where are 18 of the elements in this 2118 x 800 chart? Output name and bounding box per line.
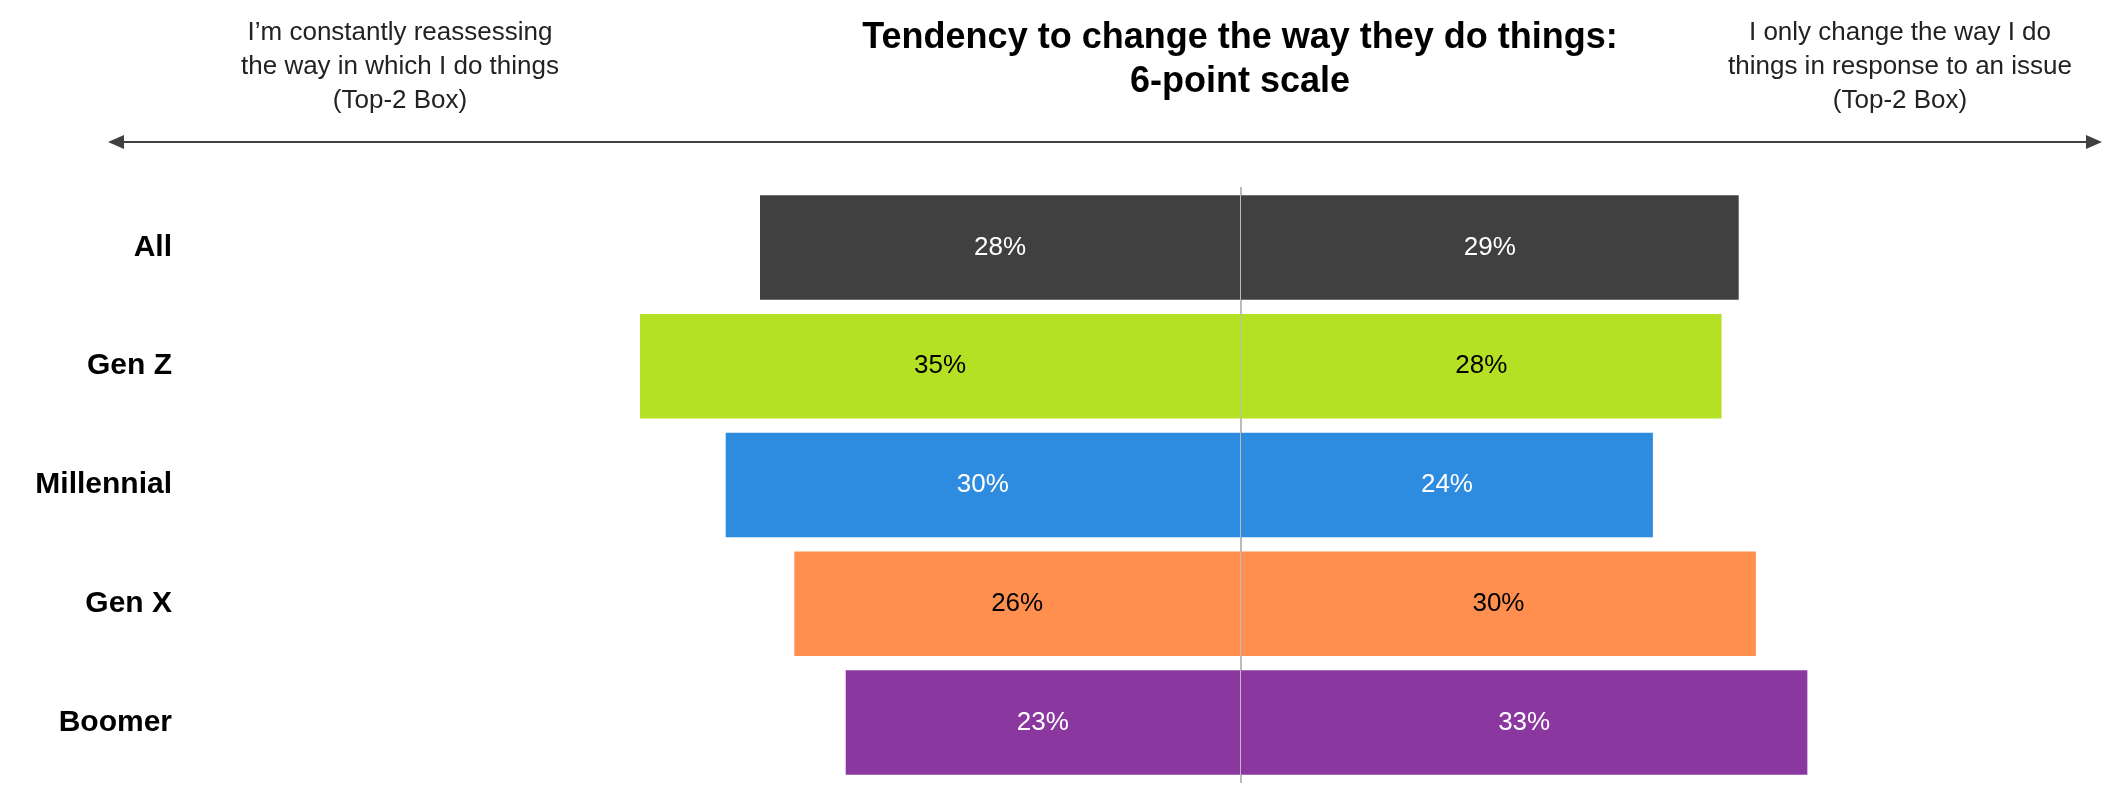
data-label: 26% [991, 586, 1044, 617]
data-label: 35% [913, 349, 967, 380]
data-label: 30% [1472, 586, 1525, 617]
data-label: 30% [956, 468, 1009, 499]
data-label: 23% [1016, 705, 1069, 736]
text: I only change the way I do things in response to an issue (Top-2 Box) [1727, 15, 2073, 116]
data-label: 24% [1420, 468, 1473, 499]
data-label: 28% [973, 230, 1027, 261]
chart-title: Tendency to change the way they do things: 6-point scale [862, 15, 1618, 100]
data-label: 28% [1455, 349, 1508, 380]
text: I’m constantly reassessing the way in which I do things (Top-2 Box) [240, 15, 560, 116]
data-label: 33% [1498, 705, 1551, 736]
data-label: 29% [1463, 230, 1516, 261]
y-tick-label: All [133, 228, 172, 262]
y-tick-label: Gen Z [86, 347, 172, 381]
y-tick-label: Boomer [58, 703, 173, 737]
y-tick-label: Millennial [35, 466, 172, 500]
y-tick-label: Gen X [85, 585, 172, 619]
